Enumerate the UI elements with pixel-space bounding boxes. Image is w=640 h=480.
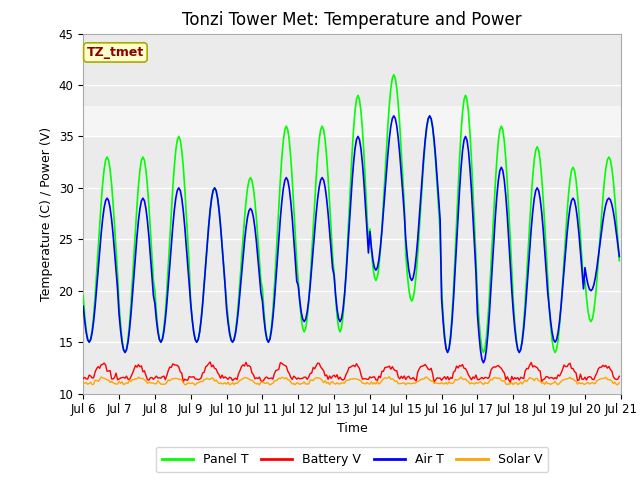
Solar V [259, 379, 266, 385]
Solar V [385, 374, 393, 380]
Air T [479, 360, 487, 366]
Line: Battery V: Battery V [83, 362, 620, 382]
Panel T [79, 293, 87, 299]
Solar V [268, 381, 275, 387]
Text: TZ_tmet: TZ_tmet [87, 46, 144, 59]
Air T [314, 196, 321, 202]
Panel T [316, 137, 323, 143]
Solar V [79, 380, 87, 386]
Air T [257, 290, 265, 296]
Air T [266, 336, 274, 342]
Panel T [147, 227, 154, 232]
Air T [145, 234, 153, 240]
Solar V [316, 375, 323, 381]
Solar V [616, 380, 623, 385]
Solar V [191, 382, 199, 388]
Solar V [589, 380, 596, 385]
Battery V [589, 376, 596, 382]
Panel T [268, 325, 275, 331]
Panel T [589, 316, 596, 322]
Panel T [259, 285, 266, 291]
Battery V [79, 376, 87, 382]
Air T [616, 253, 623, 259]
Bar [83, 106, 621, 136]
Air T [390, 113, 397, 119]
Panel T [241, 216, 248, 222]
Battery V [506, 379, 514, 385]
Air T [239, 255, 247, 261]
Air T [589, 286, 596, 292]
Line: Solar V: Solar V [83, 377, 620, 385]
Panel T [390, 72, 397, 78]
Battery V [259, 379, 266, 384]
Air T [79, 303, 87, 309]
Panel T [121, 349, 129, 355]
Battery V [206, 359, 214, 365]
Solar V [145, 379, 153, 385]
Line: Air T: Air T [83, 116, 620, 363]
Battery V [316, 360, 323, 366]
Battery V [241, 363, 248, 369]
Legend: Panel T, Battery V, Air T, Solar V: Panel T, Battery V, Air T, Solar V [156, 447, 548, 472]
Battery V [268, 375, 275, 381]
Y-axis label: Temperature (C) / Power (V): Temperature (C) / Power (V) [40, 127, 53, 300]
X-axis label: Time: Time [337, 422, 367, 435]
Panel T [616, 258, 623, 264]
Line: Panel T: Panel T [83, 75, 620, 352]
Battery V [616, 373, 623, 379]
Solar V [241, 375, 248, 381]
Title: Tonzi Tower Met: Temperature and Power: Tonzi Tower Met: Temperature and Power [182, 11, 522, 29]
Battery V [145, 377, 153, 383]
